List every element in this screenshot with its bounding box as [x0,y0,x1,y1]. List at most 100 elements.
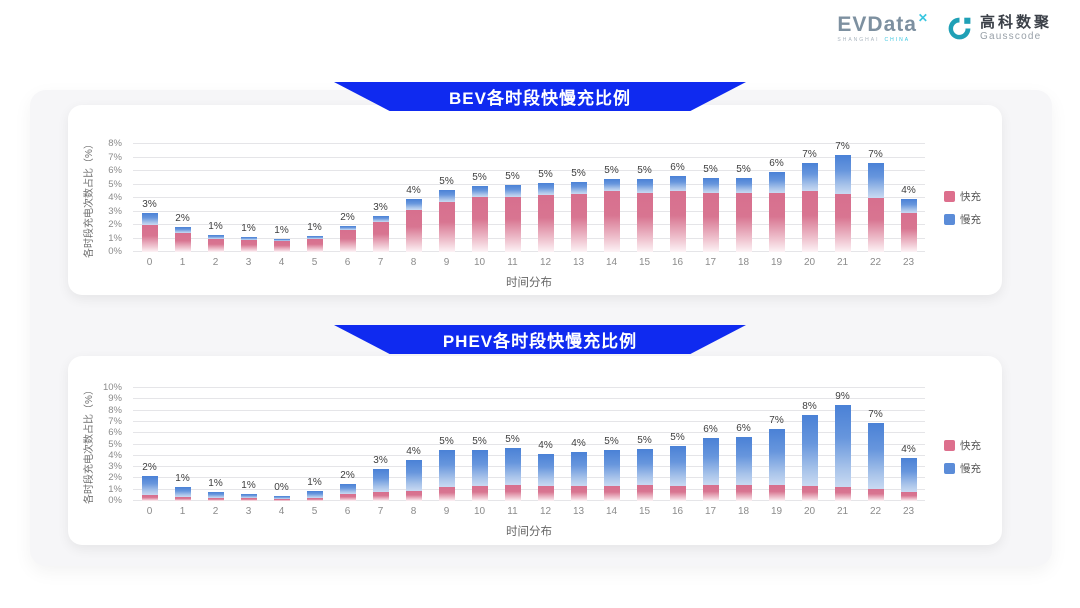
bar-segment-fast-charge [702,192,719,252]
stacked-bar [207,491,224,501]
bar-segment-fast-charge [867,488,884,501]
phev-legend: 快充 慢充 [944,438,981,476]
stacked-bar [735,178,752,252]
bar-segment-fast-charge [471,486,488,501]
x-axis-tick-label: 5 [311,257,318,268]
bar-segment-slow-charge [636,179,653,193]
gridline [133,488,925,490]
gausscode-en-name: Gausscode [979,31,1042,43]
bar-slot: 8% [793,388,826,501]
stacked-bar [603,449,620,501]
stacked-bar [768,428,785,501]
stacked-bar [669,176,686,252]
bar-segment-fast-charge [834,194,851,252]
stacked-bar [240,237,257,252]
bar-segment-slow-charge [702,437,719,486]
bar-segment-slow-charge [735,436,752,486]
x-axis-tick-label: 13 [572,257,585,268]
bar-total-label: 4% [406,185,421,197]
bar-total-label: 3% [373,201,388,213]
bar-total-label: 4% [538,439,553,451]
bar-segment-slow-charge [504,184,521,197]
x-axis-tick-label: 1 [179,506,186,517]
x-axis-tick-label: 19 [770,506,783,517]
slow-charge-swatch-icon [944,463,955,474]
stacked-bar [867,162,884,252]
bar-segment-fast-charge [669,191,686,252]
phev-x-axis-title: 时间分布 [506,526,552,538]
evdata-subtext-right: CHINA [884,37,911,43]
x-axis-tick-label: 17 [704,506,717,517]
stacked-bar [702,437,719,501]
bar-segment-fast-charge [273,499,290,501]
bar-slot: 6% [694,388,727,501]
x-axis-tick-label: 10 [473,257,486,268]
gridline [133,183,925,185]
stacked-bar [273,239,290,252]
bar-total-label: 2% [142,462,157,474]
legend-item-fast-charge[interactable]: 快充 [944,189,981,204]
stacked-bar [537,453,554,501]
bar-segment-slow-charge [900,199,917,213]
bar-slot: 7% [760,388,793,501]
stacked-bar [801,162,818,252]
bar-slot: 1% [199,144,232,252]
stacked-bar [570,181,587,252]
stacked-bar [669,445,686,501]
phev-x-axis-ticks: 0 1 2 3 4 5 6 7 8 9 10 11 12 13 14 15 16 17 18 19 20 21 22 23 [133,506,925,517]
bar-total-label: 1% [241,223,256,235]
bar-slot: 5% [496,388,529,501]
header: EVData ✕ SHANGHAI CHINA 高科数聚 Gausscode [837,12,1052,43]
gridline [133,387,925,388]
bar-segment-slow-charge [207,234,224,239]
stacked-bar [471,185,488,252]
bar-segment-fast-charge [372,222,389,252]
phev-y-axis-ticks: 0% 1% 2% 3% 4% 5% 6% 7% 8% 9% 10% [84,382,128,506]
bar-segment-fast-charge [768,192,785,252]
y-axis-tick-label: 7% [108,151,122,163]
x-axis-tick-label: 20 [803,257,816,268]
stacked-bar [900,458,917,501]
bar-segment-fast-charge [174,233,191,252]
bar-total-label: 6% [769,158,784,170]
stacked-bar [438,450,455,501]
bar-segment-fast-charge [735,193,752,252]
bar-segment-fast-charge [735,485,752,501]
bar-slot: 9% [826,388,859,501]
stacked-bar [405,460,422,501]
bev-x-axis-title: 时间分布 [506,277,552,289]
bar-slot: 5% [661,388,694,501]
bar-total-label: 0% [274,481,289,493]
bar-segment-slow-charge [438,189,455,202]
bar-slot: 5% [463,388,496,501]
x-axis-tick-label: 21 [836,257,849,268]
bar-segment-fast-charge [570,486,587,501]
bar-total-label: 4% [901,444,916,456]
bar-segment-fast-charge [603,485,620,501]
bar-slot: 5% [595,144,628,252]
x-axis-tick-label: 1 [179,257,186,268]
legend-item-fast-charge[interactable]: 快充 [944,438,981,453]
legend-item-slow-charge[interactable]: 慢充 [944,461,981,476]
stacked-bar [834,154,851,252]
stacked-bar [867,423,884,501]
gausscode-cn-name: 高科数聚 [979,14,1052,32]
bar-slot: 4% [562,388,595,501]
bar-slot: 5% [496,144,529,252]
bar-total-label: 5% [670,431,685,443]
bar-total-label: 1% [208,220,223,232]
bar-total-label: 5% [736,164,751,176]
stacked-bar [537,183,554,252]
x-axis-tick-label: 18 [737,257,750,268]
x-axis-tick-label: 3 [245,506,252,517]
bar-segment-fast-charge [537,486,554,501]
bar-segment-fast-charge [306,238,323,252]
bar-slot: 5% [595,388,628,501]
bar-segment-fast-charge [537,195,554,252]
bar-slot: 5% [628,144,661,252]
bar-segment-slow-charge [570,181,587,194]
x-axis-tick-label: 4 [278,257,285,268]
bar-total-label: 6% [703,423,718,435]
legend-item-slow-charge[interactable]: 慢充 [944,212,981,227]
fast-charge-legend-label: 快充 [960,191,981,203]
